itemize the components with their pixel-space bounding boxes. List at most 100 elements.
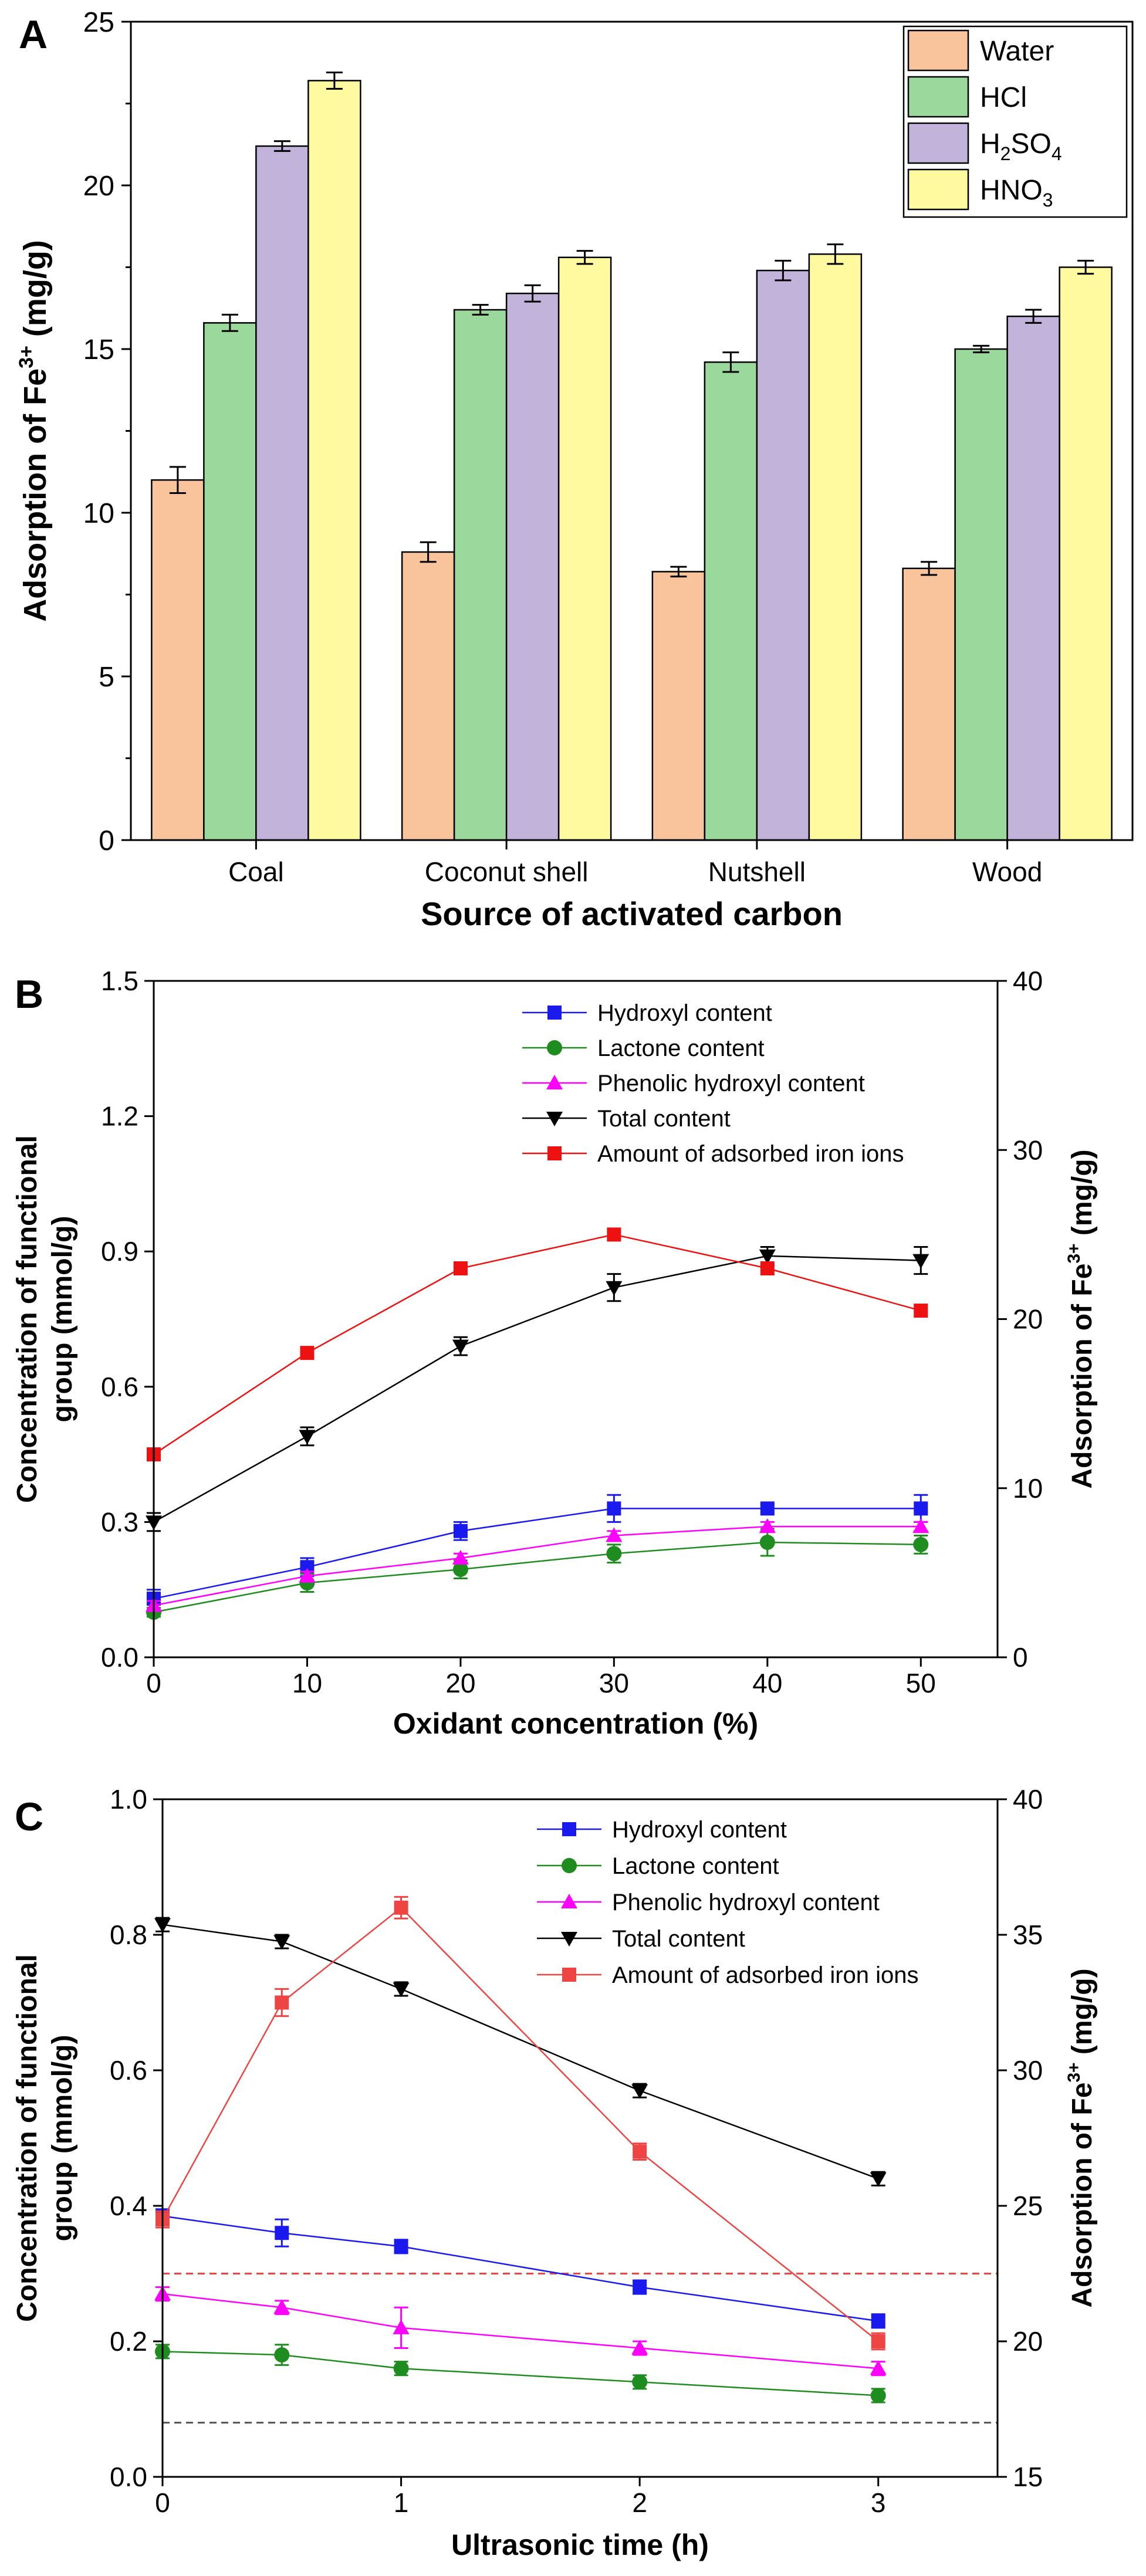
y-tick-label: 0.4 xyxy=(110,2191,147,2221)
x-tick-label: 30 xyxy=(599,1668,629,1698)
legend-label: Total content xyxy=(612,1926,745,1952)
y2-tick-label: 15 xyxy=(1013,2462,1043,2492)
data-point xyxy=(606,1527,623,1542)
series-line xyxy=(153,1234,921,1455)
legend-label: Phenolic hydroxyl content xyxy=(597,1071,865,1096)
y-tick-label: 1.2 xyxy=(101,1101,138,1132)
panel-c-chart: C 0 1 2 3 0.0 0.2 0.4 0.6 0.8 1.0 15 20 25 30 35 40 Ultra… xyxy=(12,1784,1098,2561)
series-line xyxy=(162,2351,878,2396)
data-point xyxy=(275,2226,289,2240)
y-tick-label: 20 xyxy=(83,171,114,202)
bar xyxy=(505,292,560,841)
data-point xyxy=(393,2319,410,2334)
bar xyxy=(902,567,956,841)
y-axis-label: Concentration of functional group (mmol/g… xyxy=(12,1954,78,2322)
series-line xyxy=(153,1525,921,1606)
data-point xyxy=(633,2280,647,2294)
plot-frame xyxy=(161,1798,999,2478)
x-axis-label: Source of activated carbon xyxy=(421,895,843,932)
data-point xyxy=(631,2340,648,2355)
x-tick-label: Wood xyxy=(972,857,1042,887)
x-tick-label: 3 xyxy=(871,2487,886,2518)
data-point xyxy=(760,1501,775,1516)
legend-label: Hydroxyl content xyxy=(612,1817,787,1843)
y-tick-label: 10 xyxy=(83,498,114,529)
legend-swatch xyxy=(907,168,969,211)
data-point xyxy=(275,1995,289,2010)
x-axis-label: Ultrasonic time (h) xyxy=(451,2528,709,2561)
legend-swatch xyxy=(907,29,969,72)
legend-label: Amount of adsorbed iron ions xyxy=(612,1962,919,1988)
x-tick-label: 10 xyxy=(292,1668,322,1698)
data-point xyxy=(452,1549,469,1565)
y-tick-label: 1.0 xyxy=(110,1784,147,1815)
data-point xyxy=(394,1900,408,1915)
data-point xyxy=(632,2374,648,2390)
data-point xyxy=(759,1249,776,1264)
data-point xyxy=(393,2361,409,2377)
bar xyxy=(756,269,810,841)
x-axis-label: Oxidant concentration (%) xyxy=(393,1707,758,1740)
legend-marker xyxy=(562,1858,577,1873)
series-line xyxy=(153,1541,921,1613)
legend-label: Amount of adsorbed iron ions xyxy=(597,1141,904,1167)
panel-label-a: A xyxy=(19,12,48,57)
bar xyxy=(255,145,309,841)
y-axis-label: Adsorption of Fe3+ (mg/g) xyxy=(15,240,53,622)
bar xyxy=(151,479,205,841)
bar xyxy=(401,551,455,841)
data-point xyxy=(914,1501,928,1516)
bar xyxy=(453,309,508,841)
y2-tick-label: 30 xyxy=(1013,2055,1043,2086)
data-point xyxy=(606,1281,623,1296)
y-tick-label: 25 xyxy=(83,7,114,38)
data-point xyxy=(607,1501,621,1516)
x-tick-label: 1 xyxy=(394,2487,409,2518)
y-tick-label: 0.0 xyxy=(101,1642,138,1673)
series-line xyxy=(162,2215,878,2322)
legend-marker xyxy=(546,1112,563,1126)
data-point xyxy=(299,1430,316,1445)
y2-tick-label: 35 xyxy=(1013,1920,1043,1950)
legend-marker xyxy=(561,1932,577,1947)
bar xyxy=(651,571,706,841)
legend-label: H2SO4 xyxy=(980,128,1062,164)
data-point xyxy=(870,2360,887,2375)
y2-tick-label: 40 xyxy=(1013,1784,1043,1815)
legend-swatch xyxy=(907,76,969,118)
legend-label: HCl xyxy=(980,82,1027,113)
x-tick-label: Coal xyxy=(228,857,284,887)
data-point xyxy=(912,1518,929,1534)
y2-axis-label: Adsorption of Fe3+ (mg/g) xyxy=(1064,1968,1098,2307)
data-point xyxy=(452,1562,468,1578)
data-point xyxy=(453,1261,468,1276)
y2-tick-label: 40 xyxy=(1013,966,1043,996)
legend-label: Lactone content xyxy=(612,1853,779,1879)
y2-tick-label: 25 xyxy=(1013,2191,1043,2221)
bar xyxy=(307,80,361,841)
data-point xyxy=(870,2172,887,2187)
data-point xyxy=(870,2388,886,2404)
data-point xyxy=(871,2334,885,2348)
legend-label: HNO3 xyxy=(980,175,1053,211)
legend-marker xyxy=(562,1822,576,1836)
legend-label: Total content xyxy=(597,1106,731,1132)
data-point xyxy=(913,1536,929,1552)
data-point xyxy=(274,2347,290,2363)
data-point xyxy=(914,1304,928,1318)
bar xyxy=(954,348,1008,841)
series-line xyxy=(153,1255,921,1523)
x-tick-label: Nutshell xyxy=(708,857,806,887)
legend: Hydroxyl content Lactone content Phenolic … xyxy=(537,1817,919,1988)
y-tick-label: 0.6 xyxy=(101,1372,138,1402)
data-point xyxy=(912,1254,929,1269)
y-tick-label: 0.8 xyxy=(110,1920,147,1950)
bar xyxy=(704,361,758,841)
y-axis-label: Concentration of functional group (mmol/g… xyxy=(12,1135,78,1503)
bar xyxy=(1059,266,1113,841)
y2-tick-label: 30 xyxy=(1013,1135,1043,1165)
y-tick-label: 0.3 xyxy=(101,1507,138,1537)
data-point xyxy=(631,2084,648,2099)
panel-a-chart: A Coal Coconut shell Nutshell Wood 0 5 10 15 20 25… xyxy=(15,7,1134,932)
